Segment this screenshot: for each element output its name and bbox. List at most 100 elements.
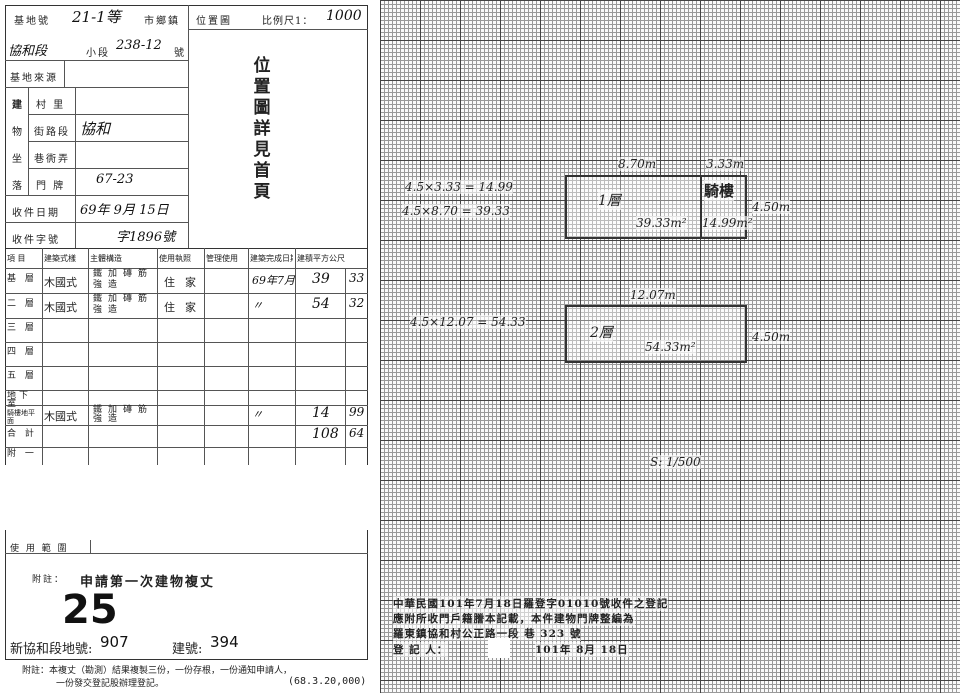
area-2: 14.99m²	[702, 216, 753, 230]
row-style: 木國式	[44, 300, 77, 314]
table-column-divider	[204, 248, 205, 465]
table-column-divider	[157, 248, 158, 465]
row-use: 住家	[164, 275, 206, 289]
divider	[28, 114, 188, 115]
certificate-date: 101年 8月 18日	[535, 642, 629, 657]
row-item: 基 層	[7, 273, 37, 284]
row-item: 合 計	[7, 429, 37, 439]
table-header-item: 項 目	[7, 254, 26, 263]
row-area-int: 14	[312, 405, 330, 421]
floor1-label: 1層	[598, 190, 621, 210]
divider	[5, 87, 188, 88]
scale-value: 1000	[326, 8, 362, 24]
row-structure: 鐵加磚筋強造	[93, 294, 154, 315]
divider	[5, 553, 368, 554]
row-area-int: 39	[312, 270, 330, 287]
divider	[5, 195, 188, 196]
base-no-value: 21-1等	[72, 8, 121, 26]
divider	[5, 60, 188, 61]
location-map-note-char: 詳	[253, 119, 271, 139]
row-style: 木國式	[44, 275, 77, 289]
lower-section	[5, 530, 368, 660]
table-column-divider	[42, 248, 43, 465]
alley-label: 巷衖弄	[34, 154, 70, 165]
table-row-divider	[5, 268, 368, 269]
arcade-divider	[700, 175, 702, 239]
table-header-date: 建築完成日期	[250, 254, 293, 263]
usage-range-label: 使 用 範 圍	[10, 544, 69, 554]
divider	[28, 141, 188, 142]
base-no-label: 基地號	[14, 16, 50, 27]
location-map-note-char: 置	[253, 77, 271, 97]
location-map-note-char: 位	[253, 56, 271, 76]
drawing-scale: S: 1/500	[650, 455, 701, 469]
calc-1: 4.5×3.33 = 14.99	[405, 180, 513, 194]
table-row-divider	[5, 318, 368, 319]
row-area-dec: 99	[349, 405, 365, 419]
remarks-label: 附註：	[32, 575, 66, 585]
receipt-no-value: 字1896號	[116, 230, 176, 245]
location-group-2: 坐	[12, 154, 24, 165]
table-row-divider	[5, 293, 368, 294]
table-row-divider	[5, 405, 368, 406]
area-3: 54.33m²	[645, 340, 696, 354]
scale-label: 比例尺1：	[262, 16, 314, 27]
floor2-label: 2層	[590, 322, 613, 342]
row-item: 附 一	[7, 449, 37, 459]
receipt-date-label: 收件日期	[12, 208, 60, 219]
receipt-no-label: 收件字號	[12, 235, 60, 246]
row-area-int: 54	[312, 295, 330, 312]
table-column-divider	[295, 248, 296, 465]
receipt-date-value: 69年 9月 15日	[80, 203, 169, 218]
door-value: 67-23	[96, 172, 134, 187]
location-group-1: 物	[12, 127, 24, 138]
row-area-dec: 32	[349, 295, 365, 310]
village-label: 村 里	[36, 100, 66, 111]
lot-value: 238-12	[116, 38, 162, 53]
row-area-dec: 64	[349, 426, 365, 440]
divider	[75, 87, 76, 249]
table-row-divider	[5, 366, 368, 367]
row-item: 四 層	[7, 347, 37, 357]
new-lot-label: 新協和段地號:	[10, 642, 93, 657]
door-label: 門 牌	[36, 181, 66, 192]
depth-2: 4.50m	[752, 330, 791, 344]
divider	[90, 540, 91, 553]
arcade-label: 騎樓	[704, 180, 735, 201]
row-area-int: 108	[312, 426, 339, 442]
section-value: 協和段	[8, 44, 48, 59]
table-row-divider	[5, 342, 368, 343]
divider	[28, 168, 188, 169]
floor-area-table	[5, 248, 368, 465]
divider	[188, 5, 189, 249]
row-style: 木國式	[44, 410, 77, 423]
divider	[188, 29, 368, 30]
new-lot-value: 907	[100, 633, 129, 651]
row-item: 三 層	[7, 323, 37, 333]
certificate-line2: 應附所收門戶籍謄本記載，本件建物門牌整編為	[393, 611, 635, 626]
location-map-note-char: 見	[253, 140, 271, 160]
dim-top-1: 8.70m	[618, 157, 657, 171]
dim-mid: 12.07m	[630, 288, 676, 302]
row-structure: 鐵加磚筋強造	[93, 269, 154, 290]
township-label: 市鄉鎮	[144, 16, 180, 27]
row-item: 二 層	[7, 298, 37, 309]
graph-paper-sheet	[380, 0, 960, 693]
table-header-mgmt: 管理使用	[206, 254, 238, 263]
dim-top-2: 3.33m	[706, 157, 745, 171]
row-item: 五 層	[7, 371, 37, 381]
table-header-area: 建積平方公尺	[297, 254, 345, 263]
row-date: 69年7月	[252, 273, 295, 287]
location-group-0: 建	[12, 100, 24, 111]
location-map-note-char: 圖	[253, 98, 271, 118]
row-area-dec: 33	[349, 270, 365, 285]
certificate-line1: 中華民國101年7月18日羅登字01010號收件之登記	[393, 596, 669, 611]
form-code: (68.3.20,000)	[288, 676, 367, 687]
base-source-label: 基地來源	[10, 73, 58, 84]
row-date: 〃	[252, 408, 263, 421]
street-label: 街路段	[34, 127, 70, 138]
building-no-value: 394	[210, 633, 239, 651]
footnote-line2: 一份發交登記股辦理登記。	[56, 679, 165, 689]
building-no-label: 建號:	[172, 642, 203, 657]
lot-suffix: 號	[174, 48, 184, 59]
